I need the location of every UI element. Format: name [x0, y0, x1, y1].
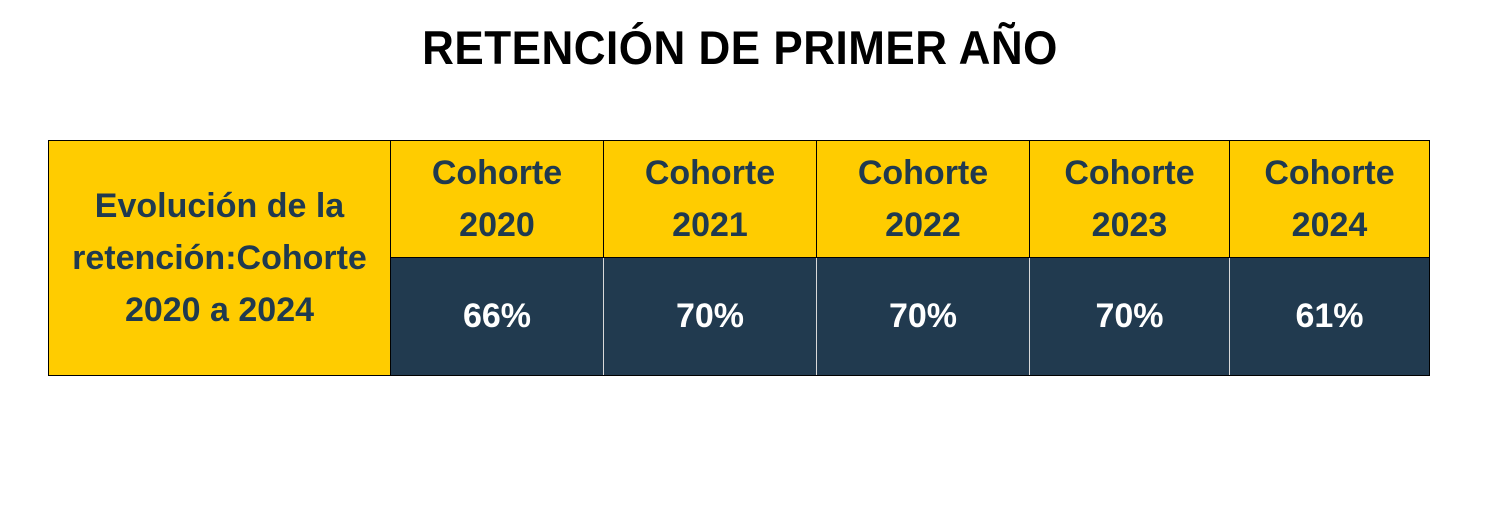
cohort-column: Cohorte 2023 70%	[1030, 141, 1230, 375]
retention-value-cell: 70%	[817, 258, 1030, 375]
cohort-header-year: 2024	[1291, 206, 1368, 244]
cohort-column: Cohorte 2024 61%	[1230, 141, 1429, 375]
cohort-header-cell: Cohorte 2023	[1030, 141, 1230, 258]
retention-table: Evolución de la retención:Cohorte 2020 a…	[48, 140, 1430, 376]
cohort-column: Cohorte 2020 66%	[391, 141, 604, 375]
cohort-header-label: Cohorte	[857, 154, 989, 192]
cohort-header-cell: Cohorte 2021	[604, 141, 817, 258]
retention-value-cell: 70%	[604, 258, 817, 375]
cohort-header-year: 2022	[885, 206, 961, 244]
row-header-cell: Evolución de la retención:Cohorte 2020 a…	[49, 141, 391, 375]
cohort-header-year: 2023	[1091, 206, 1168, 244]
cohort-header-cell: Cohorte 2024	[1230, 141, 1429, 258]
retention-value-label: 70%	[675, 297, 745, 335]
chart-title: RETENCIÓN DE PRIMER AÑO	[422, 21, 1058, 75]
retention-value-cell: 70%	[1030, 258, 1230, 375]
retention-value-cell: 61%	[1230, 258, 1429, 375]
cohort-header-cell: Cohorte 2020	[391, 141, 604, 258]
cohort-columns: Cohorte 2020 66% Cohorte 2021 70% Cohorte 2022 7…	[391, 141, 1429, 375]
cohort-header-label: Cohorte	[644, 154, 776, 192]
cohort-column: Cohorte 2021 70%	[604, 141, 817, 375]
retention-value-label: 66%	[462, 297, 532, 335]
retention-value-label: 70%	[888, 297, 958, 335]
retention-value-label: 70%	[1095, 297, 1164, 335]
cohort-header-label: Cohorte	[431, 154, 563, 192]
retention-value-label: 61%	[1295, 297, 1364, 335]
retention-value-cell: 66%	[391, 258, 604, 375]
cohort-header-year: 2020	[459, 206, 535, 244]
cohort-header-label: Cohorte	[1264, 154, 1395, 192]
cohort-header-label: Cohorte	[1064, 154, 1195, 192]
row-header-label: Evolución de la retención:Cohorte 2020 a…	[72, 187, 367, 329]
cohort-header-year: 2021	[672, 206, 748, 244]
cohort-header-cell: Cohorte 2022	[817, 141, 1030, 258]
cohort-column: Cohorte 2022 70%	[817, 141, 1030, 375]
